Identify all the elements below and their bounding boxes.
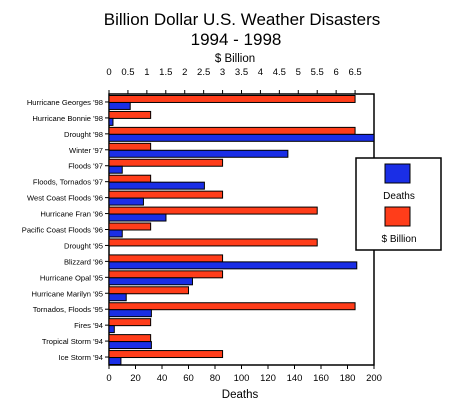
category-label: Tropical Storm '94: [42, 337, 103, 346]
category-label: Tornados, Floods '95: [33, 305, 103, 314]
bar-billion-pacific-coast-floods-96: [108, 222, 152, 231]
bar-billion-hurricane-georges-98: [108, 95, 356, 103]
x-tick-label: 140: [287, 373, 303, 384]
bar-deaths-hurricane-bonnie-98: [108, 117, 114, 126]
bar-billion-drought-98: [108, 126, 356, 135]
x2-tick-label: 1.5: [159, 67, 172, 78]
category-label: Hurricane Opal '95: [40, 273, 103, 282]
bar-billion-winter-97: [108, 142, 152, 151]
category-label: Drought '95: [64, 241, 103, 250]
bar-billion-floods-97: [108, 158, 224, 167]
bottom-axis-title: Deaths: [222, 389, 259, 401]
x2-tick-label: 1: [144, 67, 149, 78]
category-label: Floods '97: [68, 162, 103, 171]
bar-billion-ice-storm-94: [108, 350, 224, 359]
chart-subtitle: 1994 - 1998: [191, 30, 282, 49]
category-label: Drought '98: [64, 130, 103, 139]
x-tick-label: 120: [260, 373, 276, 384]
x2-tick-label: 3: [220, 67, 225, 78]
category-label: Hurricane Fran '96: [40, 210, 103, 219]
x-tick-label: 100: [234, 373, 250, 384]
bar-deaths-west-coast-floods-96: [108, 197, 144, 206]
x2-tick-label: 4.5: [273, 67, 286, 78]
category-label: Hurricane Georges '98: [27, 98, 103, 107]
bar-deaths-floods-tornados-97: [108, 181, 205, 190]
legend-label-billion: $ Billion: [381, 234, 416, 245]
bar-deaths-floods-97: [108, 165, 123, 174]
x-tick-label: 160: [313, 373, 329, 384]
x-tick-label: 20: [130, 373, 141, 384]
legend-swatch-billion: [384, 206, 411, 227]
x2-tick-label: 5.5: [311, 67, 324, 78]
category-label: Winter '97: [69, 146, 103, 155]
category-label: West Coast Floods '96: [27, 194, 103, 203]
x2-tick-label: 2: [182, 67, 187, 78]
bar-deaths-tropical-storm-94: [108, 341, 152, 350]
bar-deaths-hurricane-opal-95: [108, 277, 193, 286]
bar-deaths-winter-97: [108, 149, 289, 158]
chart-title: Billion Dollar U.S. Weather Disasters: [104, 10, 381, 29]
bar-deaths-ice-storm-94: [108, 357, 122, 366]
x-tick-label: 80: [210, 373, 221, 384]
x2-tick-label: 4: [258, 67, 263, 78]
bar-billion-hurricane-opal-95: [108, 270, 224, 279]
x-tick-label: 200: [366, 373, 382, 384]
legend-label-deaths: Deaths: [383, 191, 415, 202]
bar-deaths-hurricane-fran-96: [108, 213, 167, 222]
bar-billion-blizzard-96: [108, 254, 224, 263]
top-axis-title: $ Billion: [215, 53, 255, 65]
category-label: Floods, Tornados '97: [33, 178, 103, 187]
bar-billion-drought-95: [108, 238, 318, 247]
x2-tick-label: 2.5: [197, 67, 210, 78]
category-label: Fires '94: [74, 321, 103, 330]
bar-billion-floods-tornados-97: [108, 174, 152, 183]
x2-tick-label: 3.5: [235, 67, 248, 78]
category-label: Pacific Coast Floods '96: [22, 226, 103, 235]
bar-billion-west-coast-floods-96: [108, 190, 224, 199]
bar-deaths-drought-98: [108, 133, 375, 142]
x2-tick-label: 0.5: [121, 67, 134, 78]
bar-billion-hurricane-bonnie-98: [108, 110, 152, 119]
plot-area: Hurricane Georges '98 Hurricane Bonnie '9…: [22, 67, 382, 384]
x2-tick-label: 0: [106, 67, 111, 78]
bar-deaths-hurricane-georges-98: [108, 101, 131, 110]
bar-deaths-hurricane-marilyn-95: [108, 293, 127, 302]
bar-billion-fires-94: [108, 318, 152, 327]
bar-billion-tropical-storm-94: [108, 334, 152, 343]
legend-swatch-deaths: [384, 163, 411, 184]
bar-billion-tornados-floods-95: [108, 302, 356, 311]
x-tick-label: 0: [106, 373, 111, 384]
category-label: Hurricane Bonnie '98: [32, 114, 103, 123]
x-tick-label: 60: [183, 373, 194, 384]
bar-deaths-blizzard-96: [108, 261, 358, 270]
category-label: Ice Storm '94: [59, 353, 104, 362]
bar-billion-hurricane-marilyn-95: [108, 286, 189, 295]
category-label: Blizzard '96: [64, 257, 103, 266]
x-tick-label: 40: [157, 373, 168, 384]
x2-tick-label: 6: [333, 67, 338, 78]
bar-deaths-fires-94: [108, 325, 115, 334]
x2-tick-label: 6.5: [348, 67, 361, 78]
bar-deaths-pacific-coast-floods-96: [108, 229, 123, 238]
bar-billion-hurricane-fran-96: [108, 206, 318, 215]
x2-tick-label: 5: [296, 67, 301, 78]
category-label: Hurricane Marilyn '95: [31, 289, 103, 298]
legend: Deaths $ Billion: [355, 157, 442, 251]
bar-deaths-tornados-floods-95: [108, 309, 152, 318]
x-tick-label: 180: [340, 373, 356, 384]
